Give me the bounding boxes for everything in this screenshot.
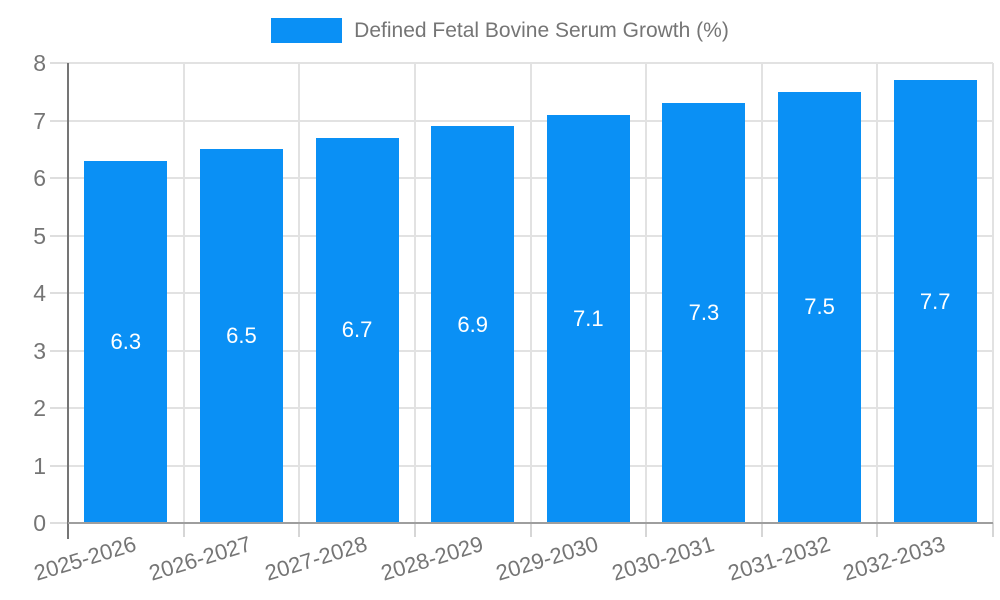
bar[interactable] (431, 126, 515, 523)
bar-value-label: 7.1 (573, 305, 604, 331)
bar-value-label: 6.5 (226, 323, 257, 349)
x-axis-tick (645, 523, 648, 537)
bar[interactable] (315, 137, 399, 523)
legend-swatch (271, 18, 343, 43)
bar-value-label: 6.3 (110, 328, 142, 354)
y-axis-label: 8 (33, 50, 46, 76)
x-axis-tick (876, 523, 879, 537)
x-gridline (876, 63, 879, 523)
x-axis-tick (413, 523, 416, 537)
x-gridline (992, 63, 994, 523)
bar-value-label: 7.5 (804, 294, 835, 320)
x-gridline (645, 63, 648, 523)
y-axis-label: 5 (33, 222, 46, 249)
bar[interactable] (84, 160, 168, 523)
bar-value-label: 6.7 (341, 317, 373, 343)
y-axis-label: 6 (33, 165, 46, 191)
y-axis-tick (50, 349, 68, 352)
y-axis-label: 3 (33, 337, 46, 364)
x-axis-tick (298, 523, 301, 537)
y-axis-label: 1 (33, 452, 46, 479)
y-axis-tick (50, 62, 68, 64)
y-axis-label: 0 (33, 510, 46, 536)
legend[interactable]: Defined Fetal Bovine Serum Growth (%) (0, 18, 1000, 43)
bar[interactable] (778, 91, 862, 523)
bar[interactable] (662, 103, 746, 523)
y-axis-tick (50, 522, 68, 524)
x-axis-tick (760, 523, 763, 537)
x-gridline (413, 63, 416, 523)
x-axis-tick (529, 523, 532, 537)
bar-value-label: 6.9 (457, 311, 488, 337)
y-axis-label: 7 (33, 107, 46, 134)
bar-value-label: 7.3 (688, 300, 720, 326)
x-gridline (298, 63, 301, 523)
x-axis-line (68, 522, 993, 524)
x-axis-tick (182, 523, 185, 537)
bar-value-label: 7.7 (919, 288, 951, 314)
x-gridline (529, 63, 532, 523)
y-axis-tick (50, 407, 68, 409)
y-axis-tick (50, 119, 68, 122)
y-axis-tick (50, 234, 68, 237)
bar[interactable] (546, 114, 630, 523)
x-gridline (182, 63, 185, 523)
y-axis-label: 2 (33, 395, 46, 421)
y-axis-tick (50, 464, 68, 467)
legend-label: Defined Fetal Bovine Serum Growth (%) (354, 18, 729, 42)
x-axis-tick (992, 523, 994, 537)
x-gridline (760, 63, 763, 523)
y-axis-tick (50, 177, 68, 179)
bar[interactable] (893, 80, 977, 523)
y-axis-label: 4 (33, 280, 46, 306)
bar[interactable] (199, 149, 283, 523)
y-axis-tick (50, 292, 68, 294)
y-axis-line (67, 63, 69, 539)
